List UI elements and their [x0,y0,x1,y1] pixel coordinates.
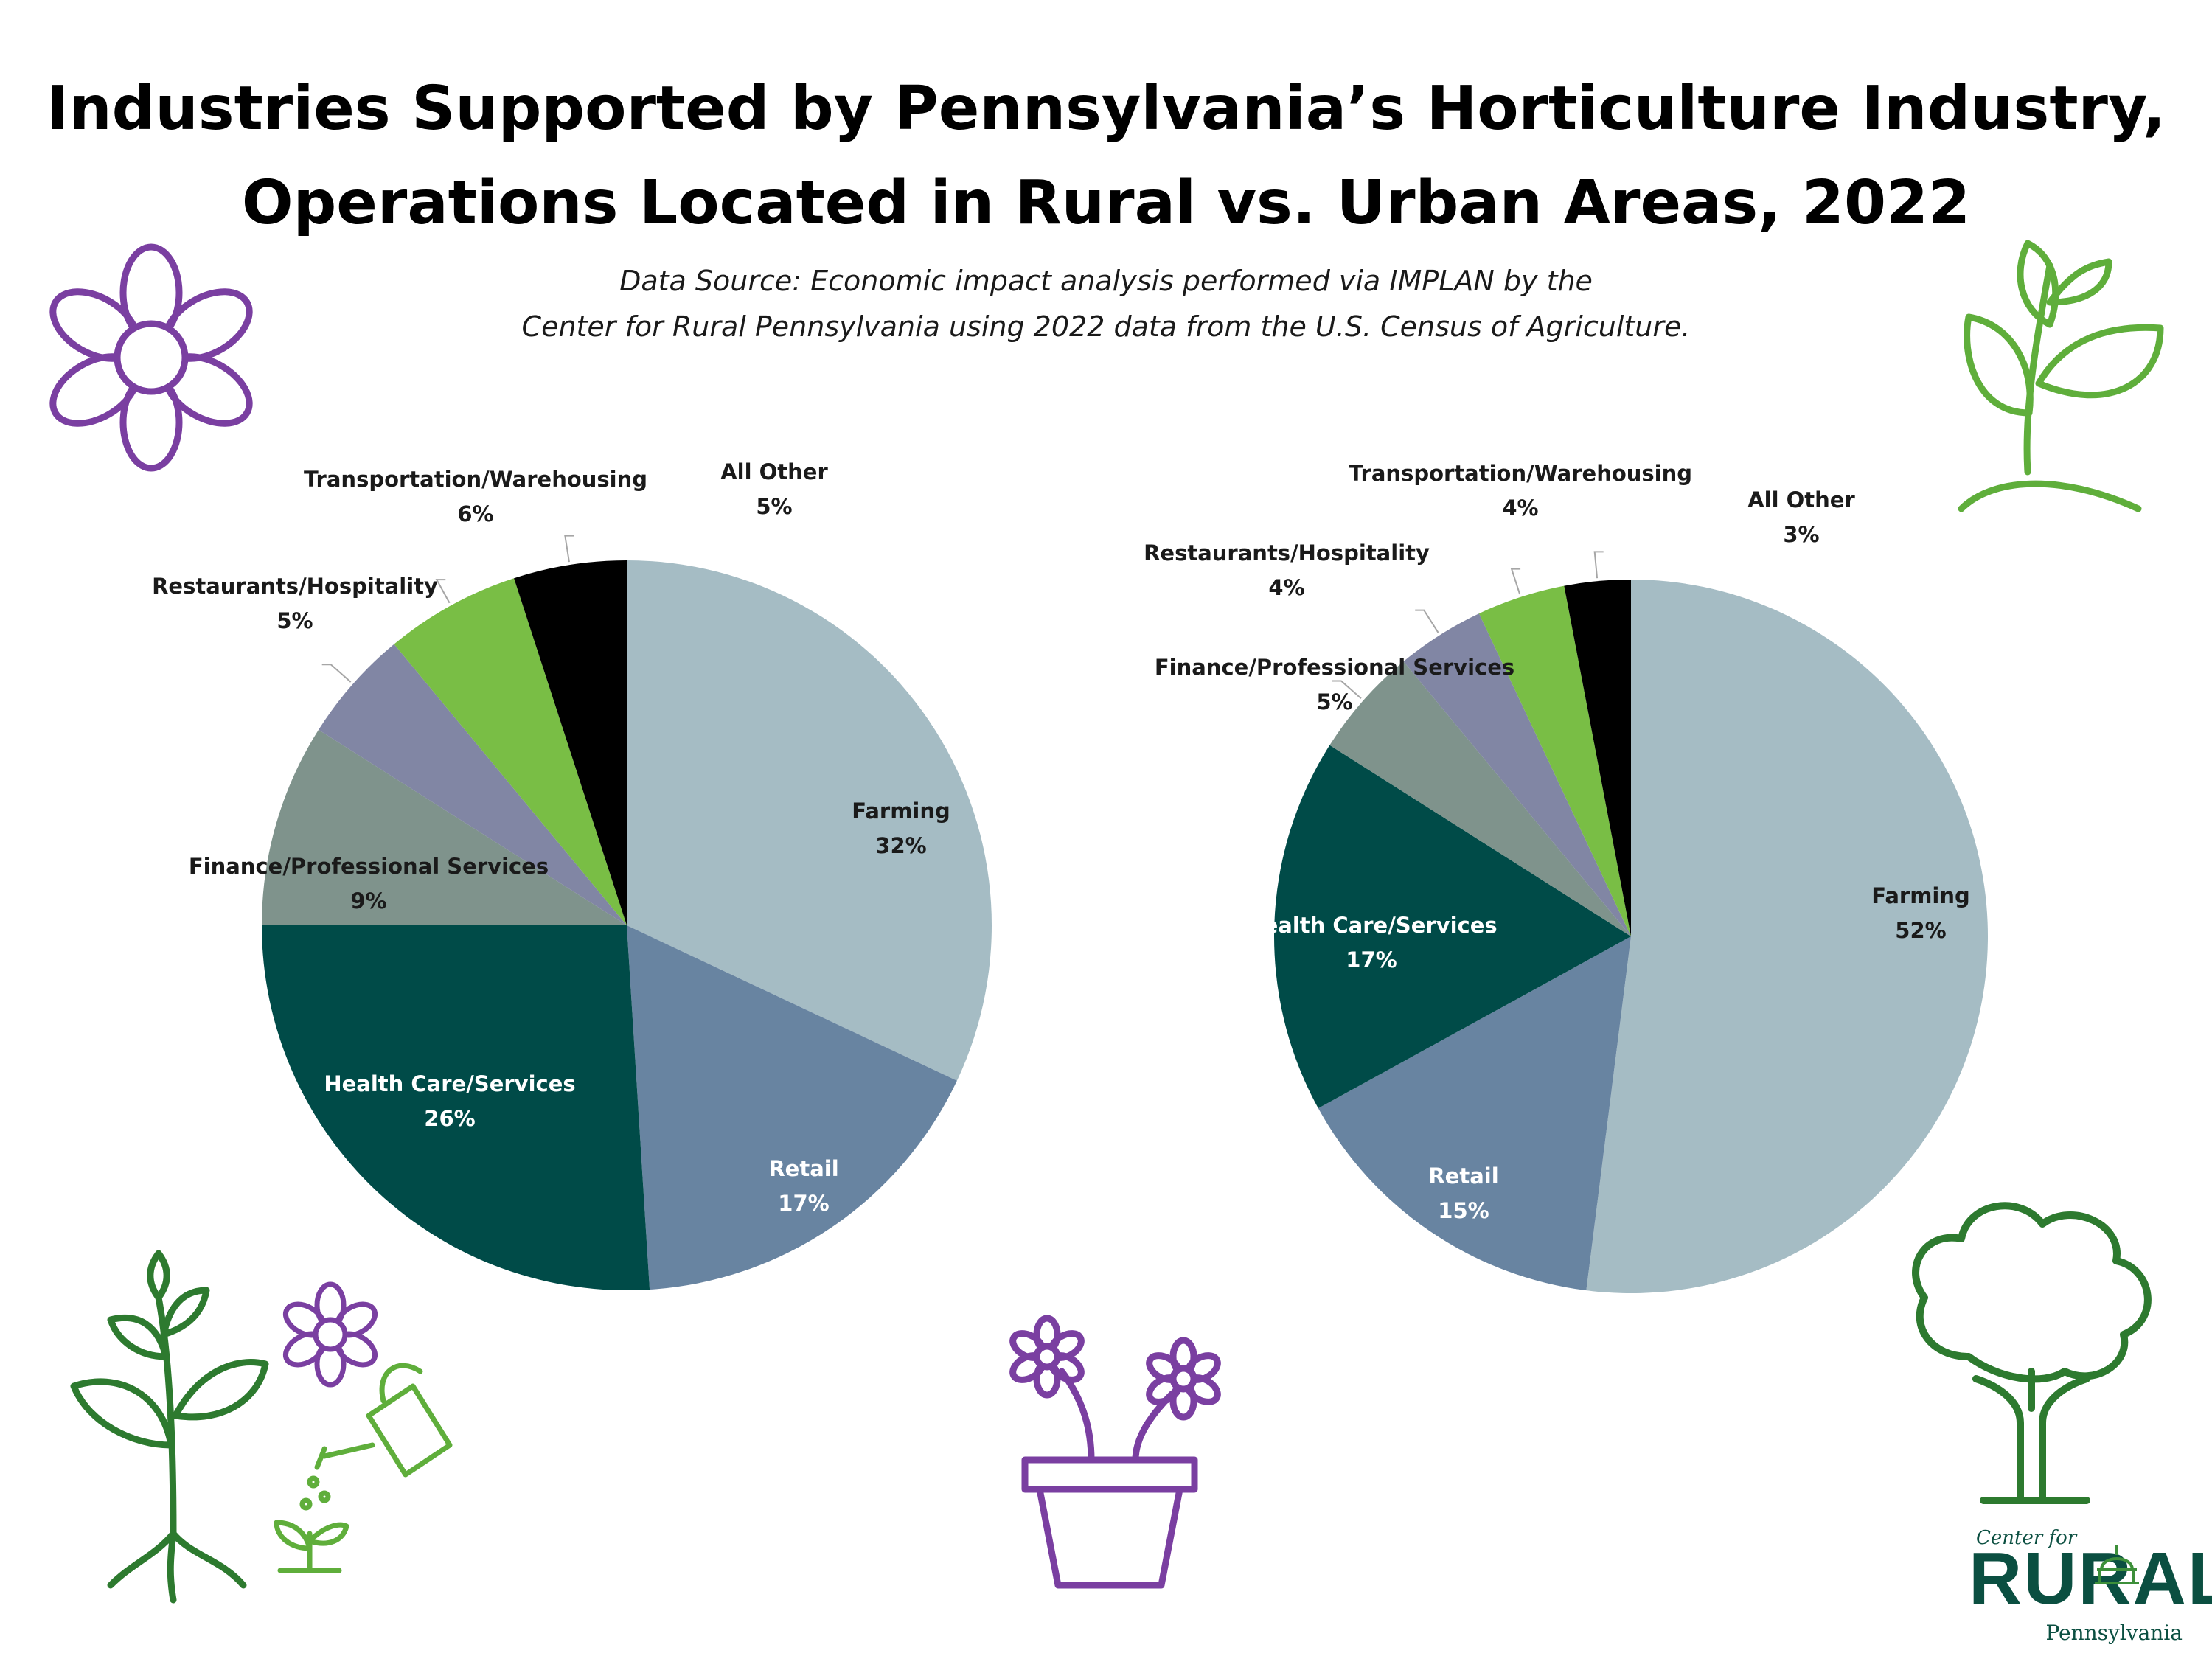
pie-1-slice-health-care-services [1273,745,1631,1109]
pie-1-value-farming: 52% [1895,918,1946,943]
pie-1-label-all-other: All Other [1747,487,1855,512]
watering-can-icon [299,1363,453,1511]
pie-0-label-health-care-services: Health Care/Services [324,1071,575,1096]
pie-0-value-health-care-services: 26% [424,1106,475,1131]
pie-1-slice-retail [1318,936,1631,1291]
pie-0-leader-line-transportation-warehousing [435,579,451,604]
pie-1-slice-finance-professional-services [1329,661,1631,936]
logo-line-1: Center for [1976,1527,2077,1549]
pie-0-value-all-other: 5% [756,494,792,519]
pie-1-slice-all-other [1564,580,1631,936]
logo-line-2: RURAL [1969,1537,2212,1620]
pie-1-leader-line-finance-professional-services [1332,680,1362,700]
tree-icon [1912,1202,2152,1504]
pie-0-value-restaurants-hospitality: 5% [276,608,313,633]
pie-1-slice-farming [1586,580,1988,1294]
rural-pie-chart: Farming 32% Retail 17% Health Care/Services 2… [152,459,992,1290]
pie-1-value-transportation-warehousing: 4% [1502,495,1538,521]
pie-0-value-retail: 17% [778,1191,829,1216]
source-line-1: Data Source: Economic impact analysis pe… [619,265,1593,297]
pie-1-label-restaurants-hospitality: Restaurants/Hospitality [1144,540,1430,566]
pie-1-label-health-care-services: Health Care/Services [1245,913,1497,938]
pie-0-slice-finance-professional-services [262,729,627,925]
pie-1-leader-line-restaurants-hospitality [1415,609,1439,633]
pie-1-value-finance-professional-services: 5% [1316,689,1352,714]
pie-1-value-health-care-services: 17% [1346,947,1397,973]
pie-0-label-farming: Farming [852,799,950,824]
flower-pot-icon [1009,1315,1221,1589]
pie-0-leader-line-restaurants-hospitality [321,664,352,683]
pie-1-label-transportation-warehousing: Transportation/Warehousing [1349,461,1692,486]
flower-icon [49,243,253,472]
pie-0-slice-health-care-services [262,925,650,1290]
pie-1-leader-line-all-other [1593,551,1604,579]
pie-1-value-restaurants-hospitality: 4% [1268,575,1304,600]
pie-0-slice-transportation-warehousing [394,578,627,925]
pie-0-slice-retail [627,925,957,1290]
data-source-note: Data Source: Economic impact analysis pe… [0,258,2212,349]
pie-1-slice-transportation-warehousing [1478,585,1631,936]
small-flower-icon [282,1281,378,1388]
pie-0-leader-line-all-other [564,535,574,563]
pie-1-label-retail: Retail [1428,1163,1498,1189]
pie-0-slice-all-other [514,560,627,925]
title-line-1: Industries Supported by Pennsylvania’s H… [46,74,2166,144]
pie-0-slice-restaurants-hospitality [319,644,627,925]
sprout-icon [1958,240,2164,512]
pie-0-label-retail: Retail [768,1156,838,1181]
pie-0-slice-farming [627,560,992,1081]
pie-1-value-all-other: 3% [1783,522,1819,547]
seedling-icon [274,1520,349,1573]
center-for-rural-pennsylvania-logo: Center for RURAL Pennsylvania [1967,1527,2212,1645]
pie-0-value-farming: 32% [875,833,926,858]
title-line-2: Operations Located in Rural vs. Urban Ar… [241,168,1971,238]
pie-0-value-finance-professional-services: 9% [350,888,386,914]
pie-0-label-all-other: All Other [720,459,828,484]
pie-1-label-farming: Farming [1871,883,1970,908]
urban-pie-chart: Farming 52% Retail 15% Health Care/Services 1… [1144,461,1988,1294]
logo-line-3: Pennsylvania [2045,1621,2183,1645]
pie-1-label-finance-professional-services: Finance/Professional Services [1155,655,1514,680]
pie-1-slice-restaurants-hospitality [1403,613,1631,936]
pie-0-label-finance-professional-services: Finance/Professional Services [189,854,549,879]
pie-0-label-transportation-warehousing: Transportation/Warehousing [304,467,647,492]
page-title: Industries Supported by Pennsylvania’s H… [0,62,2212,251]
pie-1-leader-line-transportation-warehousing [1510,568,1521,595]
pie-1-value-retail: 15% [1438,1198,1489,1223]
plant-with-roots-icon [70,1250,269,1604]
capitol-dome-icon [2095,1545,2139,1584]
source-line-2: Center for Rural Pennsylvania using 2022… [521,310,1691,343]
pie-0-label-restaurants-hospitality: Restaurants/Hospitality [152,574,438,599]
pie-0-value-transportation-warehousing: 6% [457,501,493,526]
